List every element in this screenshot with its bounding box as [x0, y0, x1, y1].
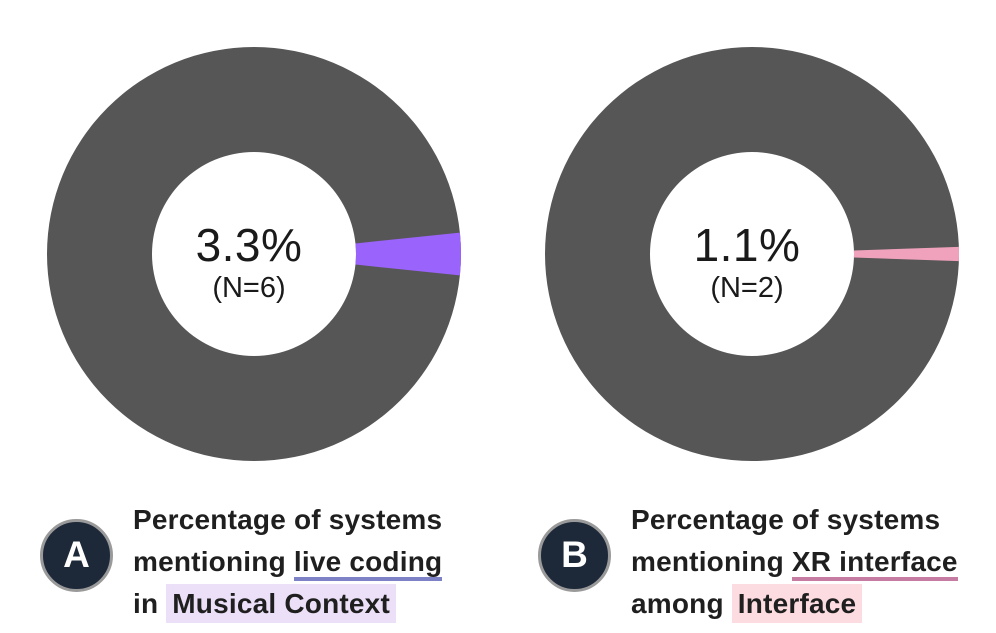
caption-line1: Percentage of systems	[631, 504, 941, 535]
panel-b: 1.1% (N=2) B Percentage of systems mentio…	[498, 0, 996, 633]
badge-letter: A	[63, 534, 90, 575]
caption-highlighted-term: Musical Context	[166, 584, 396, 623]
caption-line2-prefix: mentioning	[133, 546, 294, 577]
caption-line3-prefix: in	[133, 588, 167, 619]
panel-a: 3.3% (N=6) A Percentage of systems mentio…	[40, 47, 493, 625]
caption-underlined-term: live coding	[293, 546, 443, 581]
caption-text-a: Percentage of systems mentioning live cod…	[133, 499, 493, 625]
caption-line3-prefix: among	[631, 588, 732, 619]
caption-line1: Percentage of systems	[133, 504, 443, 535]
donut-chart-b	[545, 47, 960, 461]
panel-badge-a: A	[40, 519, 113, 592]
donut-remainder-slice	[545, 47, 959, 461]
donut-remainder-slice	[47, 47, 461, 461]
donut-highlight-slice	[853, 246, 960, 262]
caption-line2-prefix: mentioning	[631, 546, 792, 577]
donut-highlight-slice	[355, 232, 462, 276]
caption-text-b: Percentage of systems mentioning XR inter…	[631, 499, 991, 625]
donut-chart-a	[47, 47, 462, 461]
badge-letter: B	[561, 534, 588, 575]
panel-badge-b: B	[538, 519, 611, 592]
caption-underlined-term: XR interface	[791, 546, 958, 581]
caption-a: A Percentage of systems mentioning live c…	[40, 499, 493, 625]
caption-b: B Percentage of systems mentioning XR int…	[498, 0, 996, 633]
caption-highlighted-term: Interface	[731, 584, 863, 623]
